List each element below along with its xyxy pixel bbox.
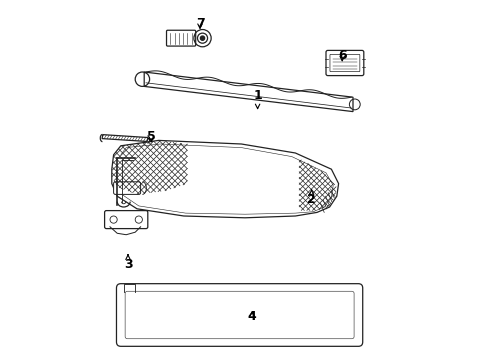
- FancyBboxPatch shape: [104, 211, 148, 229]
- Text: 4: 4: [248, 310, 257, 323]
- FancyBboxPatch shape: [125, 291, 354, 339]
- FancyBboxPatch shape: [326, 50, 364, 76]
- FancyBboxPatch shape: [167, 30, 196, 46]
- Text: 5: 5: [147, 130, 156, 143]
- Text: 2: 2: [307, 190, 316, 206]
- FancyBboxPatch shape: [330, 54, 360, 72]
- Text: 7: 7: [196, 17, 204, 30]
- FancyBboxPatch shape: [114, 182, 141, 194]
- Text: 1: 1: [253, 89, 262, 109]
- FancyBboxPatch shape: [117, 284, 363, 346]
- Text: 6: 6: [338, 49, 346, 62]
- Circle shape: [200, 36, 205, 40]
- Text: 3: 3: [123, 255, 132, 271]
